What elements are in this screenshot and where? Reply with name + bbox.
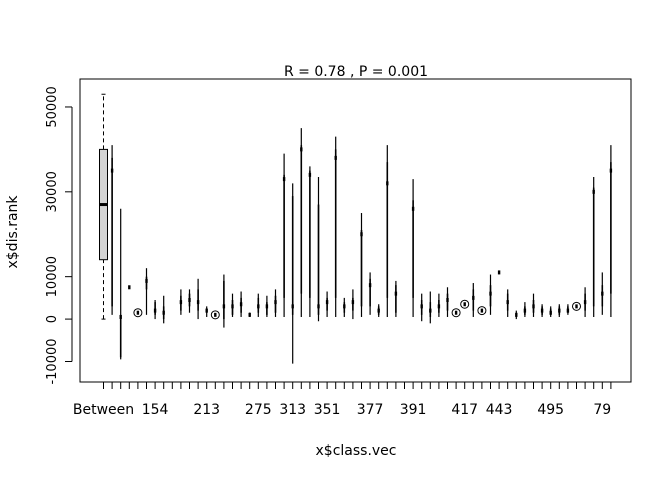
x-tick-label: 495 bbox=[537, 402, 564, 418]
y-tick-label: 50000 bbox=[45, 86, 60, 127]
box-group bbox=[451, 308, 461, 318]
x-tick-label: 417 bbox=[451, 402, 478, 418]
x-axis-label: x$class.vec bbox=[316, 443, 397, 459]
outlier-point bbox=[210, 310, 220, 320]
y-axis-label: x$dis.rank bbox=[5, 195, 21, 269]
outlier-point bbox=[460, 299, 470, 309]
y-tick-label: 10000 bbox=[45, 256, 60, 297]
x-tick-label: 391 bbox=[400, 402, 427, 418]
box-group bbox=[133, 308, 143, 318]
outlier-point bbox=[133, 308, 143, 318]
box-group bbox=[460, 299, 470, 309]
x-tick-label: 351 bbox=[314, 402, 341, 418]
boxes-layer bbox=[99, 93, 613, 364]
x-axis: Between 154 213 275 313 351 377 391 417 443 495 79 bbox=[73, 381, 612, 418]
x-tick-label: 313 bbox=[279, 402, 306, 418]
box-group bbox=[572, 301, 581, 311]
x-tick-label: 213 bbox=[193, 402, 220, 418]
x-tick-label: 154 bbox=[142, 402, 169, 418]
y-tick-label: -10000 bbox=[45, 338, 60, 384]
box-group bbox=[210, 310, 220, 320]
x-tick-label: 377 bbox=[357, 402, 384, 418]
y-tick-label: 30000 bbox=[45, 171, 60, 212]
x-tick-label: 443 bbox=[486, 402, 513, 418]
outlier-point bbox=[451, 308, 461, 318]
y-tick-label: 0 bbox=[45, 315, 60, 323]
x-tick-label: 79 bbox=[593, 402, 611, 418]
x-tick-label: Between bbox=[73, 402, 134, 418]
box-group bbox=[477, 306, 487, 316]
box-group bbox=[99, 93, 108, 320]
chart-title: R = 0.78 , P = 0.001 bbox=[284, 64, 428, 80]
outlier-point bbox=[477, 306, 487, 316]
y-axis: -10000 0 10000 30000 50000 bbox=[45, 86, 73, 385]
outlier-point bbox=[572, 301, 581, 311]
x-tick-label: 275 bbox=[245, 402, 272, 418]
plot-frame bbox=[79, 78, 632, 383]
